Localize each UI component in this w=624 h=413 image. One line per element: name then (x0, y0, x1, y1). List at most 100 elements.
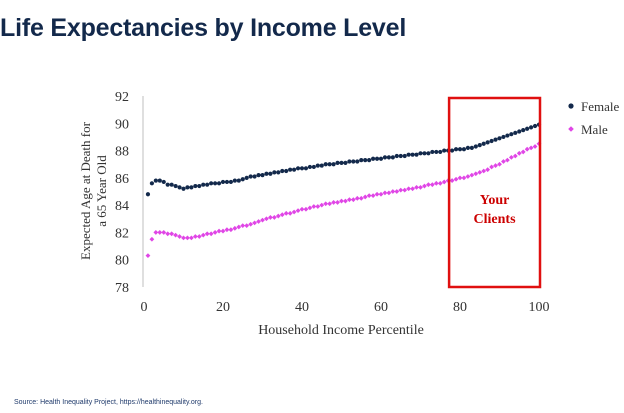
female-data-point (371, 156, 376, 161)
male-data-point (473, 171, 479, 177)
male-data-point (248, 221, 254, 227)
female-data-point (398, 153, 403, 159)
female-data-point (181, 186, 186, 191)
female-data-point (284, 168, 289, 174)
female-data-point (177, 185, 182, 190)
male-data-point (418, 185, 423, 190)
female-data-point (343, 160, 348, 165)
y-tick-label: 82 (115, 226, 129, 241)
male-data-point (216, 228, 222, 234)
female-data-point (299, 166, 305, 171)
male-data-point (378, 191, 384, 197)
female-data-point (260, 173, 265, 178)
female-data-point (529, 125, 534, 130)
male-data-point (264, 216, 269, 222)
female-data-point (481, 141, 486, 146)
male-data-point (220, 228, 226, 234)
female-data-point (169, 182, 174, 187)
female-data-point (307, 164, 312, 170)
female-data-point (359, 158, 364, 163)
female-data-point (351, 159, 356, 164)
male-data-point (157, 230, 163, 235)
female-data-point (347, 159, 352, 164)
y-axis-label-line1: Expected Age at Death for (78, 121, 93, 260)
x-tick-labels: 0 20 40 60 80 100 (141, 300, 550, 315)
male-data-point (406, 186, 412, 192)
male-data-point (208, 231, 214, 237)
female-data-point (228, 179, 233, 185)
x-tick-label: 20 (216, 300, 230, 315)
y-tick-label: 90 (115, 117, 129, 132)
male-data-point (299, 206, 305, 212)
female-data-point (501, 134, 506, 140)
male-data-point (279, 212, 285, 218)
female-data-point (374, 156, 380, 161)
male-data-point (173, 232, 178, 238)
male-data-point (224, 227, 230, 233)
male-data-point (429, 182, 435, 188)
y-axis-label: Expected Age at Death for a 65 Year Old (78, 121, 109, 260)
female-data-point (327, 162, 332, 167)
female-data-point (450, 148, 455, 153)
female-data-point (248, 174, 253, 179)
female-data-point (525, 126, 530, 131)
female-data-point (434, 149, 439, 155)
male-data-point (449, 178, 455, 183)
male-data-point (228, 227, 234, 233)
female-data-point (165, 182, 170, 187)
male-data-point (528, 145, 534, 151)
male-data-point (295, 208, 301, 213)
y-tick-label: 86 (115, 172, 129, 187)
female-data-point (382, 155, 388, 160)
female-data-point (363, 158, 368, 163)
male-data-point (508, 154, 514, 160)
male-data-point (244, 223, 250, 229)
male-data-point (370, 193, 376, 198)
female-data-point (256, 173, 261, 178)
female-data-point (244, 175, 249, 180)
male-data-point (457, 175, 463, 181)
female-data-point (216, 181, 222, 186)
your-clients-label-line1: Your (480, 193, 510, 208)
female-data-point (505, 133, 510, 138)
male-data-point (410, 186, 415, 192)
female-data-point (331, 162, 336, 167)
male-data-point (465, 174, 471, 179)
legend-female-label: Female (581, 99, 619, 114)
legend-male-label: Male (581, 122, 608, 137)
male-data-point (485, 167, 491, 173)
female-data-point (292, 167, 297, 172)
female-data-point (205, 182, 210, 187)
female-data-point (410, 152, 415, 157)
male-data-point (268, 215, 273, 220)
legend-female-marker (568, 103, 574, 109)
female-data-point (149, 181, 154, 186)
female-data-point (513, 130, 518, 135)
female-data-point (323, 162, 328, 167)
male-data-point (189, 235, 194, 241)
female-data-point (264, 171, 269, 176)
source-note: Source: Health Inequality Project, https… (14, 399, 203, 406)
legend-item-male: Male (568, 122, 608, 137)
male-data-point (311, 204, 317, 209)
male-data-point (350, 197, 356, 203)
y-tick-label: 78 (115, 281, 129, 296)
female-data-point (311, 164, 316, 170)
male-data-point (532, 144, 538, 149)
male-data-point (414, 185, 419, 190)
slide-title: Life Expectancies by Income Level (0, 14, 407, 42)
male-data-point (303, 206, 309, 212)
female-data-point (232, 178, 237, 183)
female-data-point (288, 167, 293, 172)
male-data-point (149, 236, 155, 242)
female-data-point (485, 140, 490, 145)
male-data-point (374, 191, 380, 197)
male-data-point (196, 234, 202, 239)
female-data-point (493, 137, 498, 142)
female-data-point (276, 170, 281, 175)
y-tick-label: 80 (115, 254, 129, 269)
female-data-point (386, 155, 391, 160)
male-data-point (200, 232, 206, 238)
x-tick-label: 100 (529, 300, 550, 315)
male-data-point (232, 225, 238, 231)
